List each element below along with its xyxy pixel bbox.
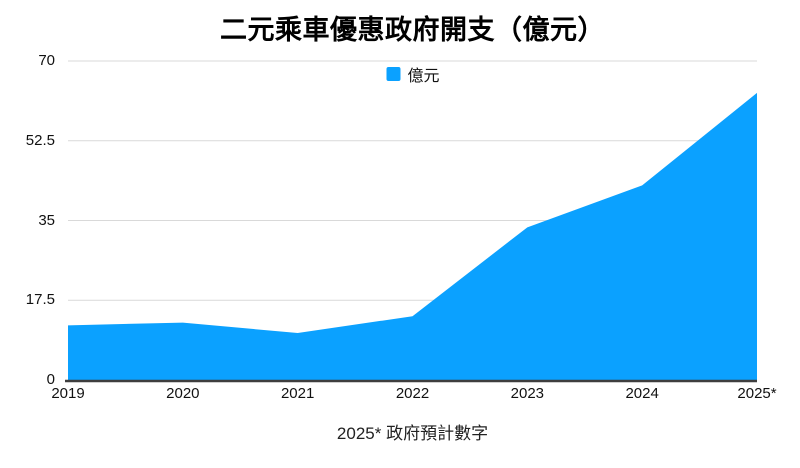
legend: 億元 <box>386 62 440 86</box>
y-axis-label: 52.5 <box>25 131 55 149</box>
x-axis-label: 2019 <box>51 385 85 402</box>
x-axis-label: 2025* <box>737 385 777 402</box>
x-axis-label: 2022 <box>395 385 430 402</box>
x-axis-label: 2024 <box>625 385 659 402</box>
legend-label: 億元 <box>407 68 440 85</box>
y-axis-label: 35 <box>38 211 55 229</box>
x-axis-label: 2023 <box>510 385 545 402</box>
y-axis-label: 70 <box>38 52 55 69</box>
area-chart-canvas <box>65 60 757 383</box>
y-axis-label: 0 <box>46 371 55 388</box>
chart-title: 二元乘車優惠政府開支（億元） <box>220 15 605 45</box>
x-axis-label: 2021 <box>280 385 315 402</box>
area-series <box>68 92 757 381</box>
y-axis-label: 17.5 <box>25 291 55 309</box>
x-axis-label: 2020 <box>166 385 200 402</box>
footnote: 2025* 政府預計數字 <box>336 424 489 443</box>
legend-color-swatch-icon <box>386 67 401 81</box>
